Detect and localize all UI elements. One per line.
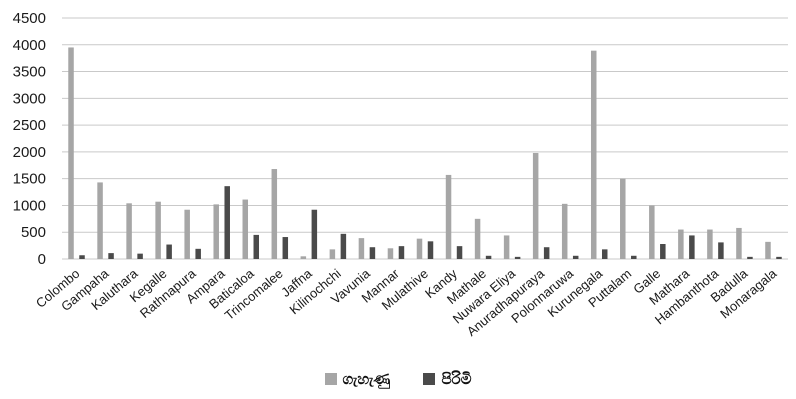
bar-2 [282, 237, 289, 259]
bar-2 [311, 209, 318, 259]
legend-swatch-series-1 [324, 373, 337, 385]
bar-1 [329, 249, 336, 259]
bar-2 [340, 233, 347, 259]
bar-2 [485, 255, 492, 259]
bar-1 [590, 50, 597, 260]
legend-swatch-series-2 [423, 373, 436, 385]
bar-2 [747, 256, 753, 259]
bar-1 [532, 152, 539, 259]
bar-2 [253, 234, 260, 259]
y-tick-label: 1500 [13, 171, 46, 188]
bar-2 [79, 255, 85, 259]
legend-item-series-1: ගැහැණු [324, 370, 391, 388]
bar-2 [572, 255, 579, 259]
bar-2 [456, 246, 463, 259]
bar-2 [776, 256, 782, 259]
bar-2 [166, 244, 172, 259]
bar-1 [155, 201, 161, 259]
y-tick-label: 3000 [13, 90, 46, 107]
bar-1 [184, 209, 190, 259]
x-axis-category-labels: ColomboGampahaKalutharaKegalleRathnapura… [33, 265, 780, 339]
bar-2 [137, 253, 143, 259]
bar-1 [445, 174, 452, 259]
legend-item-series-2: පිරිමි [423, 370, 472, 388]
bar-1 [678, 229, 684, 259]
bar-2 [427, 241, 434, 259]
y-tick-label: 4000 [13, 37, 46, 54]
bar-1 [765, 241, 771, 259]
y-tick-label: 4500 [13, 10, 46, 27]
y-tick-label: 500 [21, 224, 46, 241]
bar-1 [271, 169, 278, 259]
bar-1 [736, 227, 742, 259]
bar-1 [358, 238, 365, 259]
bar-1 [649, 205, 655, 259]
bar-2 [543, 247, 550, 259]
bar-1 [620, 178, 626, 259]
legend: ගැහැණු පිරිමි [0, 370, 796, 389]
legend-label-series-2: පිරිමි [441, 370, 472, 388]
bar-1 [300, 256, 307, 259]
bar-2 [369, 247, 376, 259]
bar-2 [398, 246, 405, 259]
bar-2 [718, 242, 724, 259]
bar-2 [631, 255, 637, 259]
bar-1 [126, 203, 132, 259]
bar-2 [601, 249, 608, 259]
bar-1 [387, 248, 394, 259]
legend-label-series-1: ගැහැණු [342, 370, 391, 388]
bar-2 [108, 253, 114, 259]
bar-1 [68, 47, 74, 260]
y-tick-label: 2000 [13, 144, 46, 161]
gridlines [62, 17, 788, 260]
bars [68, 47, 782, 260]
bar-1 [242, 199, 249, 259]
bar-2 [195, 248, 201, 259]
bar-1 [561, 203, 568, 259]
bar-1 [707, 229, 713, 259]
y-axis-tick-labels: 0 500 1000 1500 2000 2500 3000 3500 4000 4500 [13, 10, 46, 268]
bar-2 [689, 235, 695, 259]
y-tick-label: 2500 [13, 117, 46, 134]
bar-2 [224, 186, 230, 259]
bar-1 [416, 238, 423, 259]
bar-1 [97, 182, 103, 259]
bar-1 [503, 235, 510, 259]
bar-1 [213, 204, 219, 259]
y-tick-label: 3500 [13, 64, 46, 81]
bar-2 [660, 244, 666, 259]
bar-2 [514, 256, 521, 259]
y-tick-label: 1000 [13, 197, 46, 214]
y-tick-label: 0 [38, 251, 46, 268]
bar-1 [474, 218, 481, 259]
